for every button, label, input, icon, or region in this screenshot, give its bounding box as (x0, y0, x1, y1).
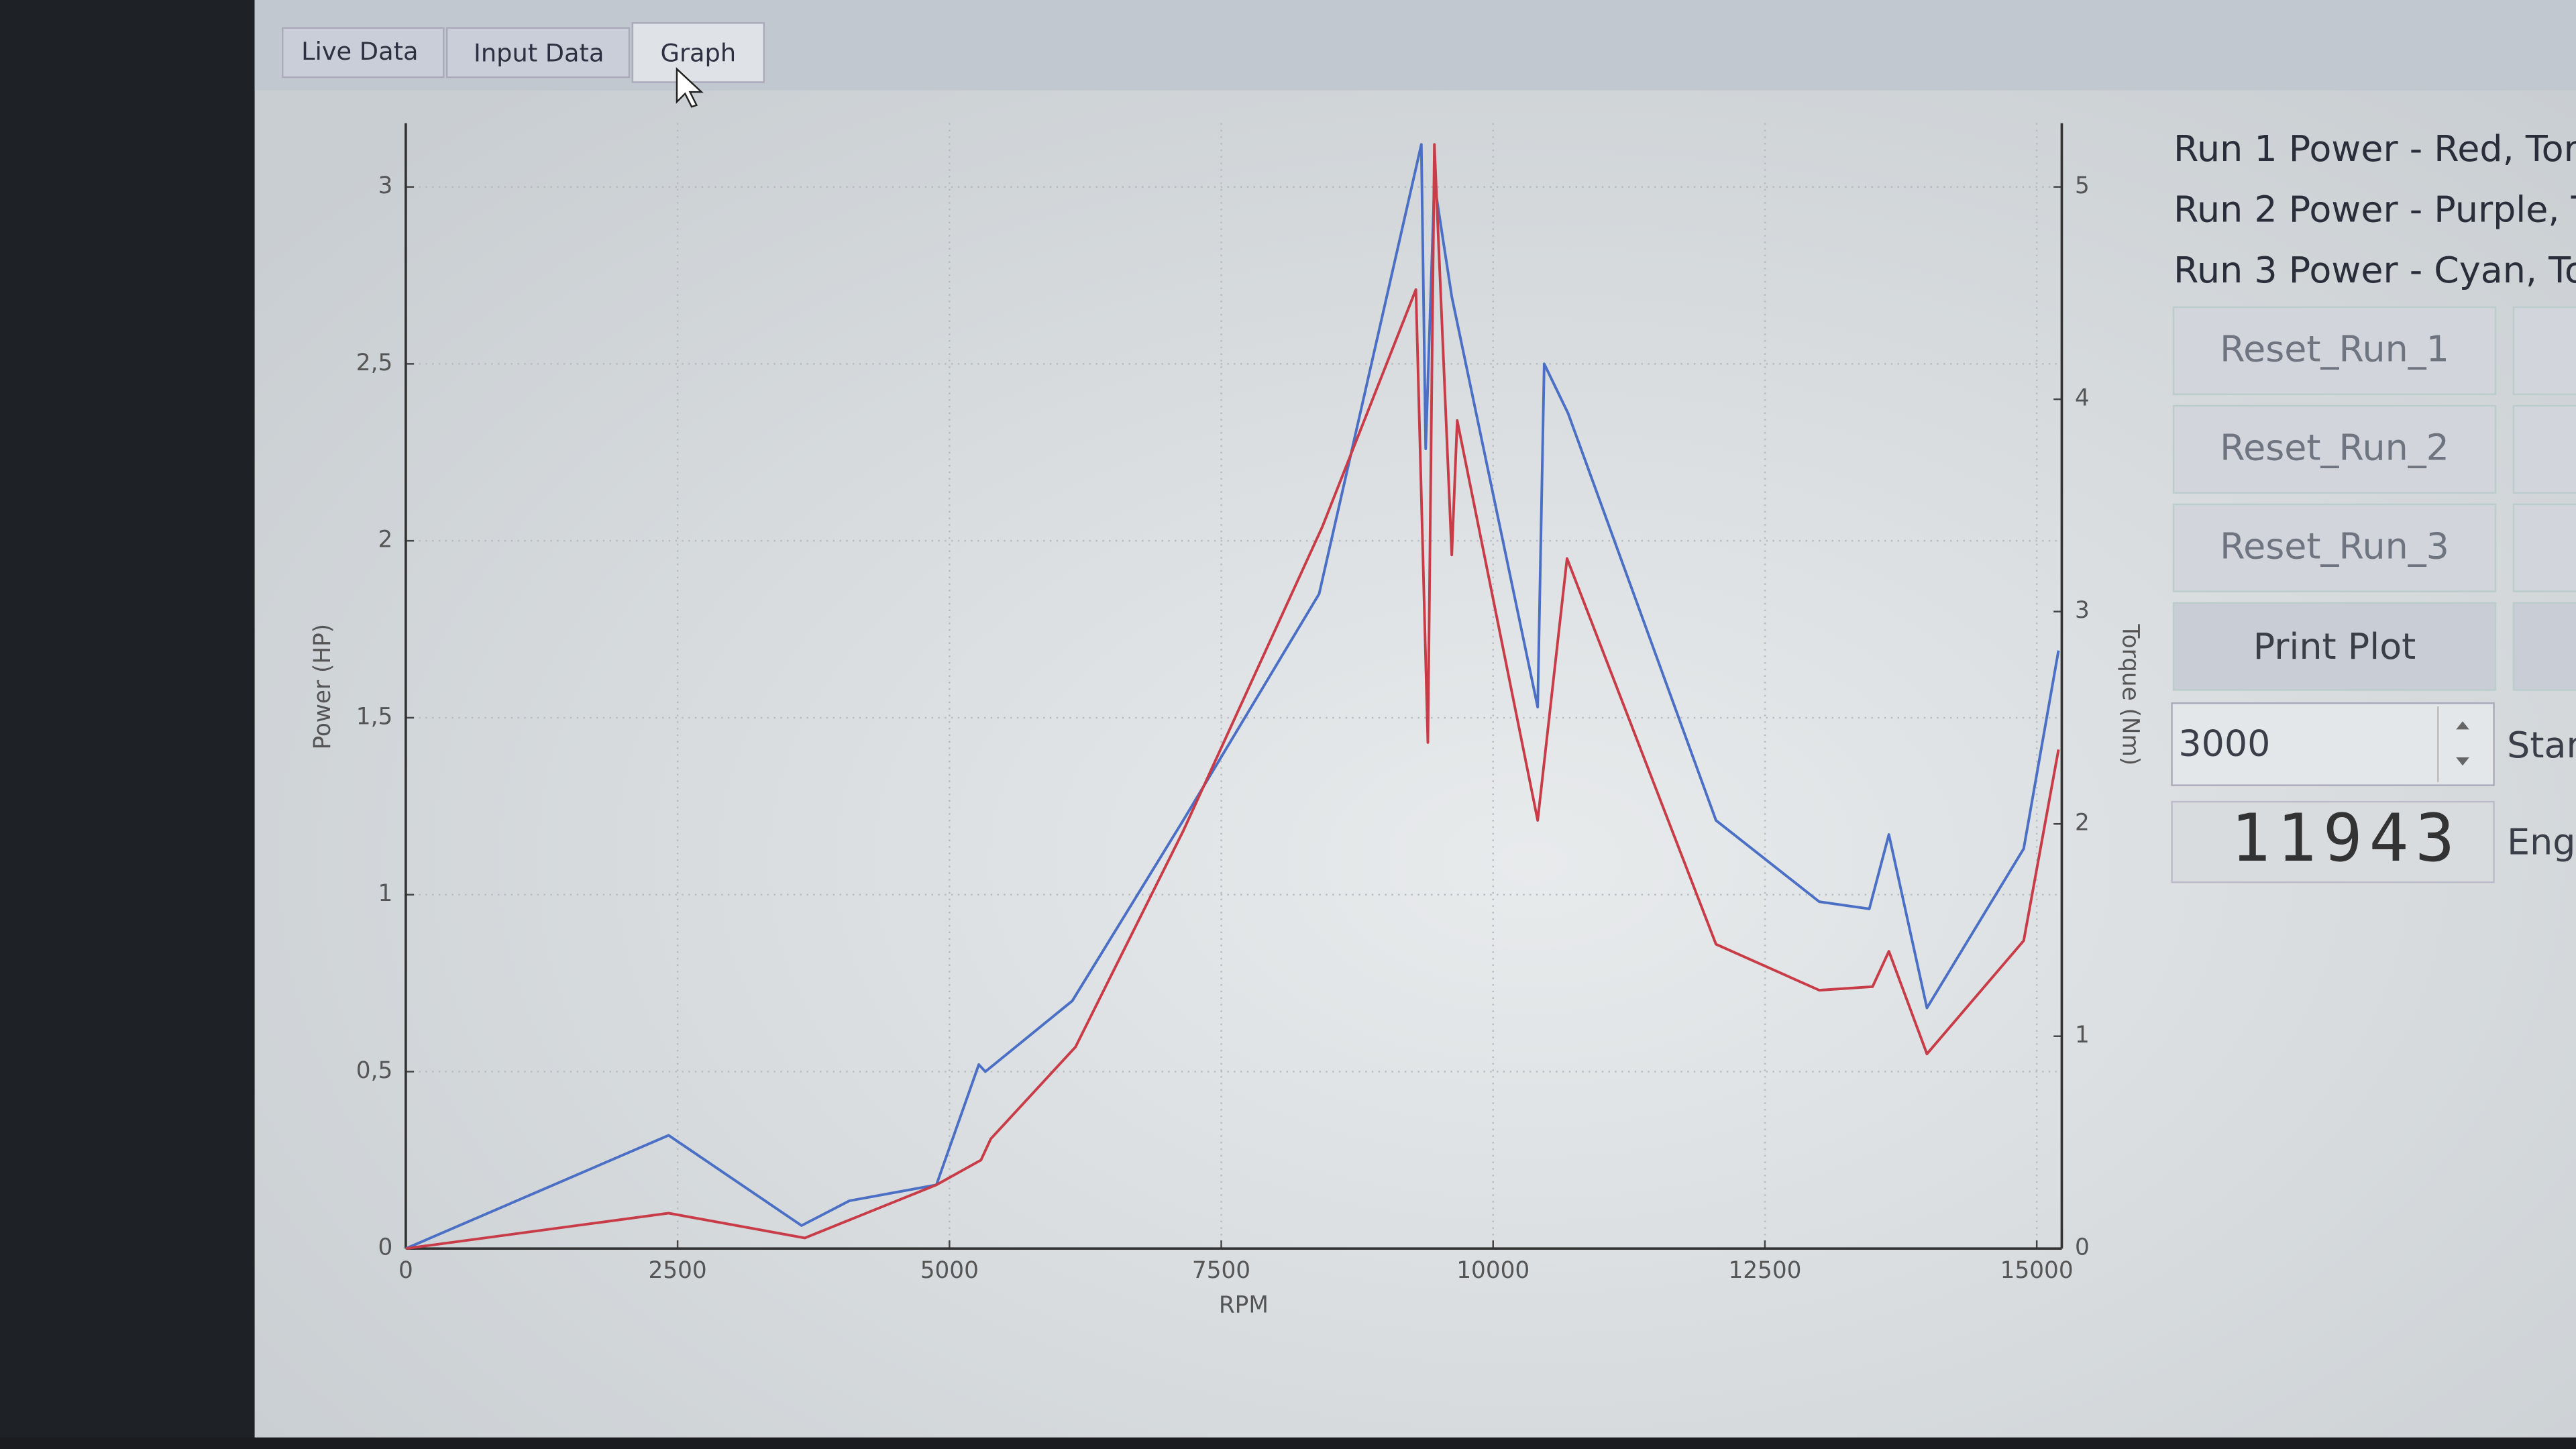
y2-tick-label: 4 (2075, 385, 2090, 412)
spinbox-value[interactable]: 3000 (2178, 722, 2270, 764)
series-line (405, 143, 2060, 1250)
y2-tick-label: 1 (2075, 1022, 2090, 1049)
bezel-bottom (0, 1437, 2576, 1449)
x-tick-label: 10000 (1456, 1257, 1529, 1284)
run-label: Run 3 Power - Cyan, To (2174, 249, 2576, 291)
button[interactable] (2172, 602, 2497, 691)
bezel (0, 0, 263, 1449)
y-tick-label: 1,5 (356, 703, 393, 730)
y2-tick-label: 0 (2075, 1234, 2090, 1261)
x-axis-label: RPM (1219, 1291, 1269, 1318)
x-tick-label: 12500 (1728, 1257, 1801, 1284)
tab-label[interactable]: Graph (660, 38, 736, 67)
y-tick-label: 2 (378, 527, 392, 553)
lcd-label: Eng (2507, 820, 2575, 863)
y-tick-label: 1 (378, 880, 392, 907)
button[interactable] (2172, 306, 2497, 395)
button-label[interactable]: Reset_Run_1 (2220, 328, 2449, 370)
x-tick-label: 5000 (920, 1257, 979, 1284)
y2-tick-label: 5 (2075, 172, 2090, 199)
tab-active[interactable] (631, 22, 765, 83)
button[interactable] (2512, 602, 2576, 691)
lcd-value: 11943 (2231, 800, 2461, 877)
button[interactable] (2172, 503, 2497, 592)
tab-label[interactable]: Input Data (474, 38, 604, 67)
x-tick-label: 15000 (2000, 1257, 2074, 1284)
x-tick-label: 7500 (1192, 1257, 1250, 1284)
spinbox[interactable] (2171, 702, 2495, 786)
y-tick-label: 3 (378, 172, 392, 199)
cursor (676, 67, 704, 108)
tab[interactable] (282, 27, 445, 78)
button-label[interactable]: Reset_Run_2 (2220, 427, 2449, 469)
tab-label[interactable]: Live Data (301, 37, 418, 66)
y-axis-label: Power (HP) (309, 624, 336, 750)
button[interactable] (2512, 306, 2576, 395)
y2-axis-label: Torque (Nm) (2116, 624, 2143, 766)
tab[interactable] (445, 27, 631, 78)
button-label[interactable]: Print Plot (2253, 625, 2416, 667)
y-tick-label: 0,5 (356, 1057, 393, 1084)
run-label: Run 2 Power - Purple, T (2174, 189, 2576, 231)
button[interactable] (2172, 405, 2497, 494)
spinbox-label: Star (2507, 724, 2576, 766)
y2-tick-label: 3 (2075, 597, 2090, 624)
lcd (2171, 800, 2495, 883)
button[interactable] (2512, 405, 2576, 494)
run-label: Run 1 Power - Red, Tor (2174, 127, 2576, 170)
x-tick-label: 0 (398, 1257, 413, 1284)
button-label[interactable]: Reset_Run_3 (2220, 525, 2449, 568)
series-line (405, 143, 2060, 1250)
y2-tick-label: 2 (2075, 810, 2090, 837)
button[interactable] (2512, 503, 2576, 592)
x-tick-label: 2500 (648, 1257, 706, 1284)
y-tick-label: 2,5 (356, 350, 393, 376)
y-tick-label: 0 (378, 1234, 392, 1261)
